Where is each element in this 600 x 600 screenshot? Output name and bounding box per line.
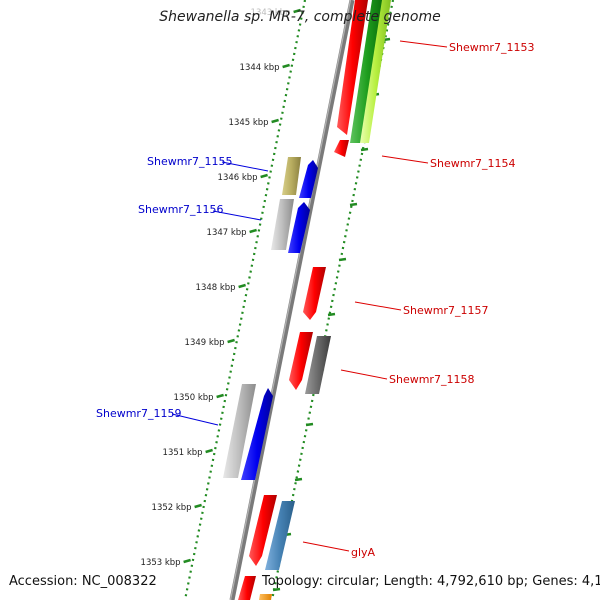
tick-mark <box>216 393 224 399</box>
gene-green-feature[interactable] <box>350 0 384 143</box>
tick-label: 1351 kbp <box>163 448 203 458</box>
gene-label-shewmr7-1154[interactable]: Shewmr7_1154 <box>430 157 515 170</box>
leader-line <box>381 155 429 164</box>
gene-shewmr7-1156-feature[interactable] <box>288 202 310 253</box>
gene-label-glya[interactable]: glyA <box>351 546 376 559</box>
gene-olive-feature[interactable] <box>282 157 301 195</box>
gene-label-shewmr7-1158[interactable]: Shewmr7_1158 <box>389 373 474 386</box>
tick-mark <box>271 118 279 124</box>
tick-mark-outer <box>327 312 336 317</box>
tick-label: 1348 kbp <box>196 283 236 293</box>
tick-mark-outer <box>360 147 369 152</box>
gene-label-shewmr7-1155[interactable]: Shewmr7_1155 <box>147 155 232 168</box>
accession-text: Accession: NC_008322 <box>9 574 157 589</box>
gene-shewmr7-1158-feature[interactable] <box>289 332 313 390</box>
gene-shewmr7-1157-feature[interactable] <box>303 267 326 320</box>
tick-label: 1343 kbp <box>251 8 291 18</box>
tick-mark <box>227 338 235 344</box>
genome-backbone <box>229 0 355 600</box>
gene-shewmr7-1153-feature[interactable] <box>337 0 368 135</box>
tick-mark <box>238 283 246 289</box>
tick-label: 1349 kbp <box>185 338 225 348</box>
gene-dark-1158-feature[interactable] <box>305 336 331 394</box>
tick-label: 1353 kbp <box>141 558 181 568</box>
gene-shewmr7-1159-feature[interactable] <box>241 388 273 480</box>
map-title: Shewanella sp. MR-7, complete genome <box>159 9 441 25</box>
tick-label: 1350 kbp <box>174 393 214 403</box>
tick-mark-outer <box>294 477 303 482</box>
leader-line <box>221 161 269 172</box>
gene-gray-1156-feature[interactable] <box>271 199 294 250</box>
gene-label-group: Shewmr7_1153 Shewmr7_1154 Shewmr7_1155 S… <box>96 40 534 559</box>
gene-red-fragment[interactable] <box>334 140 349 157</box>
tick-label: 1352 kbp <box>152 503 192 513</box>
tick-mark <box>293 8 301 14</box>
gene-label-shewmr7-1153[interactable]: Shewmr7_1153 <box>449 41 534 54</box>
tick-mark-outer <box>272 587 281 592</box>
tick-label: 1347 kbp <box>207 228 247 238</box>
tick-mark <box>282 63 290 69</box>
genome-summary-text: Topology: circular; Length: 4,792,610 bp… <box>262 574 600 589</box>
leader-line <box>354 301 402 311</box>
leader-line <box>302 541 350 552</box>
leader-line <box>340 369 388 380</box>
gene-features <box>223 0 391 600</box>
gene-label-shewmr7-1159[interactable]: Shewmr7_1159 <box>96 407 181 420</box>
leader-line <box>171 413 219 426</box>
tick-mark-outer <box>305 422 314 427</box>
tick-mark <box>205 448 213 454</box>
tick-mark <box>183 558 191 564</box>
tick-label: 1346 kbp <box>218 173 258 183</box>
tick-mark-outer <box>338 257 347 262</box>
gene-label-shewmr7-1157[interactable]: Shewmr7_1157 <box>403 304 488 317</box>
gene-steel-feature[interactable] <box>265 501 295 570</box>
gene-glya-feature[interactable] <box>249 495 277 566</box>
tick-mark <box>260 173 268 179</box>
tick-mark <box>194 503 202 509</box>
leader-line <box>212 210 262 221</box>
gene-red-bottom-feature[interactable] <box>238 576 256 600</box>
leader-line <box>399 40 448 48</box>
gene-lime-feature[interactable] <box>360 0 391 143</box>
tick-mark-outer <box>349 202 358 207</box>
gene-orange-bottom-feature[interactable] <box>259 594 272 600</box>
gene-gray-1159-feature[interactable] <box>223 384 256 478</box>
genome-backbone-highlight <box>229 0 352 600</box>
gene-shewmr7-1155-feature[interactable] <box>299 160 318 198</box>
tick-mark <box>249 228 257 234</box>
tick-label: 1344 kbp <box>240 63 280 73</box>
tick-label: 1345 kbp <box>229 118 269 128</box>
gene-label-shewmr7-1156[interactable]: Shewmr7_1156 <box>138 203 223 216</box>
tick-group: 1343 kbp 1344 kbp 1345 kbp 1346 kbp 1347 kbp… <box>141 8 391 592</box>
